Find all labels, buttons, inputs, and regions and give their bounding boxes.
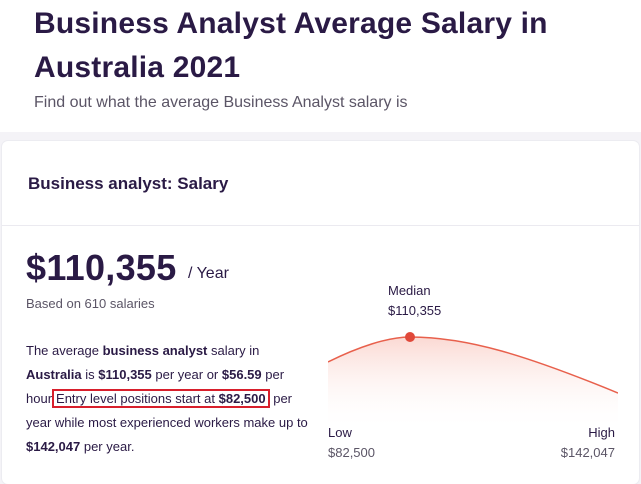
- card-header: Business analyst: Salary: [2, 141, 639, 226]
- desc-hour-amount: $56.59: [221, 367, 262, 382]
- high-label: High $142,047: [561, 423, 615, 463]
- entry-level-highlight: Entry level positions start at $82,500: [52, 389, 270, 408]
- page-header: Business Analyst Average Salary in Austr…: [0, 0, 641, 132]
- median-marker: [405, 332, 415, 342]
- desc-text: per hour: [26, 367, 285, 406]
- desc-entry-amount: $82,500: [218, 391, 266, 406]
- desc-job: business analyst: [102, 343, 208, 358]
- median-title: Median: [388, 283, 431, 298]
- desc-text: is: [81, 367, 99, 382]
- highlight-text: Entry level positions start at: [56, 391, 219, 406]
- desc-year-amount: $110,355: [98, 367, 152, 382]
- high-value: $142,047: [560, 445, 615, 460]
- salary-distribution-chart: [328, 332, 618, 431]
- low-value: $82,500: [328, 445, 375, 460]
- salary-card: Business analyst: Salary $110,355 / Year…: [2, 141, 639, 484]
- desc-text: salary in: [207, 343, 260, 358]
- desc-text: per year.: [80, 439, 135, 454]
- salary-description: The average business analyst salary in A…: [26, 339, 316, 459]
- distribution-curve: [328, 336, 618, 394]
- page-title: Business Analyst Average Salary in Austr…: [34, 7, 548, 84]
- card-title: Business analyst: Salary: [28, 174, 229, 193]
- high-title: High: [588, 425, 615, 440]
- desc-text: per year or: [151, 367, 222, 382]
- average-salary: $110,355: [26, 247, 177, 288]
- median-label: Median $110,355: [388, 281, 441, 321]
- desc-country: Australia: [26, 367, 82, 382]
- median-value: $110,355: [388, 303, 442, 318]
- low-label: Low $82,500: [328, 423, 375, 463]
- salary-count: Based on 610 salaries: [26, 296, 155, 311]
- salary-period: / Year: [188, 265, 229, 282]
- low-title: Low: [328, 425, 352, 440]
- desc-max-amount: $142,047: [26, 439, 81, 454]
- distribution-area: [328, 337, 618, 431]
- desc-text: The average: [26, 343, 103, 358]
- page-subtitle: Find out what the average Business Analy…: [34, 94, 408, 111]
- desc-text: per year while most experienced workers …: [26, 391, 308, 430]
